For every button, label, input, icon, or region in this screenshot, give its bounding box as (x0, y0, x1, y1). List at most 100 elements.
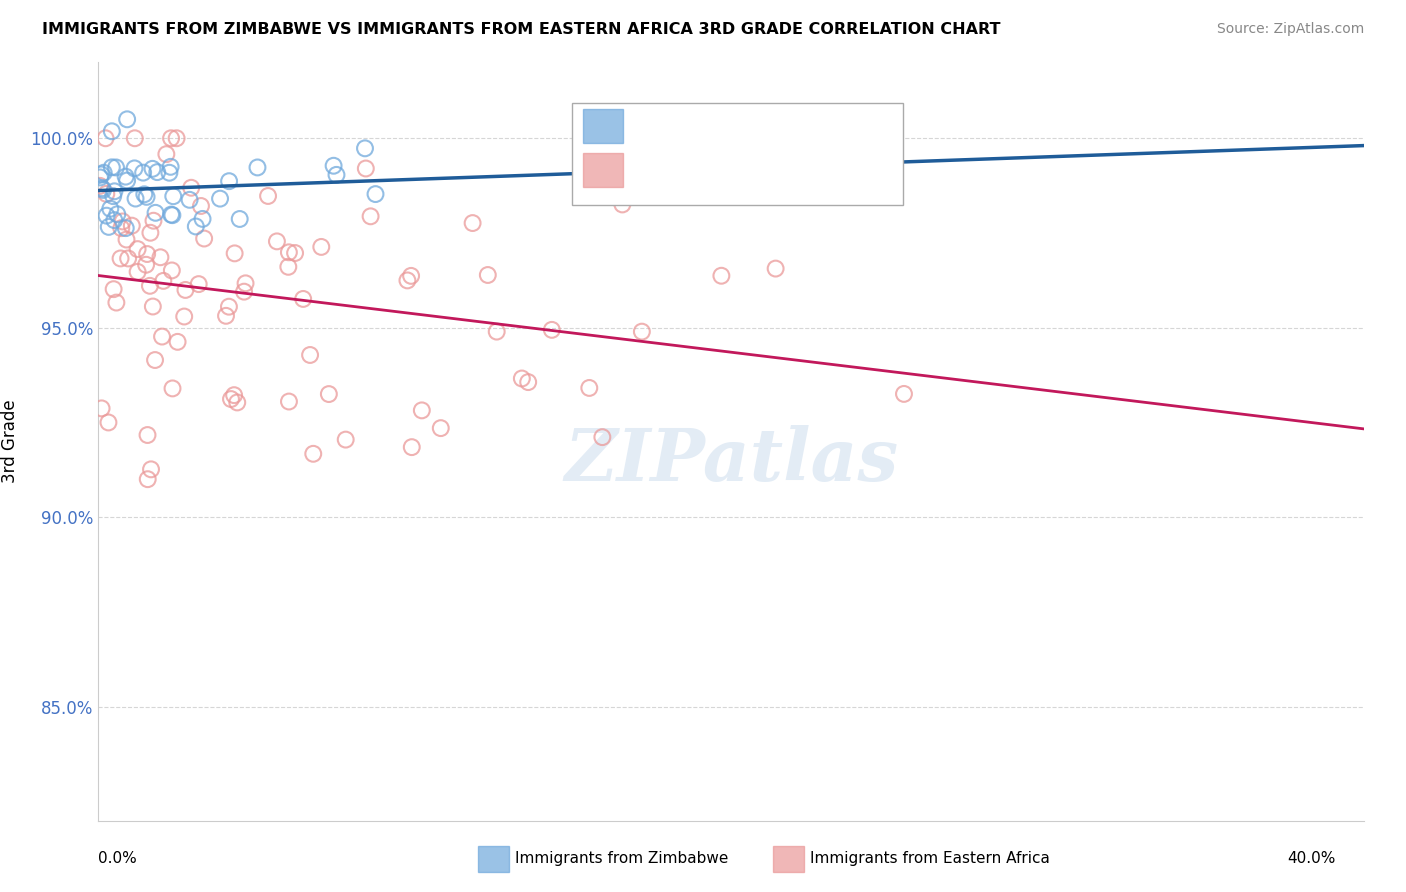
Point (612, 197, 634, 211)
Point (124, 131, 146, 145)
Point (354, 141, 377, 155)
Point (235, 277, 257, 291)
Point (97, 416, 120, 430)
Point (318, 387, 340, 401)
Point (91, 183, 114, 197)
Point (461, 216, 484, 230)
Point (162, 208, 184, 222)
Text: IMMIGRANTS FROM ZIMBABWE VS IMMIGRANTS FROM EASTERN AFRICA 3RD GRADE CORRELATION: IMMIGRANTS FROM ZIMBABWE VS IMMIGRANTS F… (42, 22, 1001, 37)
Point (124, 161, 146, 176)
Point (96, 209, 118, 223)
Point (89, 170, 111, 185)
Point (101, 124, 124, 138)
Point (139, 226, 162, 240)
Point (134, 187, 156, 202)
Point (160, 131, 183, 145)
Point (215, 309, 238, 323)
Point (180, 180, 202, 194)
Point (710, 268, 733, 283)
Point (166, 131, 188, 145)
Point (91, 181, 114, 195)
Point (162, 189, 184, 203)
Point (292, 292, 315, 306)
Text: Source: ZipAtlas.com: Source: ZipAtlas.com (1216, 22, 1364, 37)
Point (266, 235, 288, 249)
Text: Immigrants from Eastern Africa: Immigrants from Eastern Africa (810, 852, 1050, 866)
Point (121, 219, 143, 233)
Point (322, 159, 344, 173)
Point (219, 392, 242, 406)
Point (114, 169, 136, 184)
Point (159, 160, 181, 174)
Point (277, 260, 299, 274)
Point (226, 395, 249, 409)
Point (162, 381, 184, 395)
Point (218, 174, 240, 188)
Point (149, 250, 172, 264)
Point (224, 246, 246, 260)
Point (127, 265, 149, 279)
Point (160, 208, 183, 222)
Point (89, 178, 111, 193)
Point (103, 282, 125, 296)
Point (152, 274, 174, 288)
Point (179, 193, 201, 207)
Point (284, 246, 307, 260)
Point (136, 472, 159, 486)
Point (135, 258, 157, 272)
Point (136, 247, 159, 261)
Point (228, 211, 250, 226)
Point (105, 207, 128, 221)
Point (591, 430, 613, 444)
Point (101, 161, 124, 175)
Point (540, 323, 562, 337)
Point (115, 233, 138, 247)
Point (142, 213, 165, 227)
Point (173, 310, 195, 324)
Point (103, 189, 125, 203)
Text: ZIPatlas: ZIPatlas (564, 425, 898, 496)
Point (193, 231, 215, 245)
Point (485, 325, 508, 339)
Point (396, 273, 419, 287)
Text: Immigrants from Zimbabwe: Immigrants from Zimbabwe (515, 852, 728, 866)
Point (311, 240, 333, 254)
Text: 40.0%: 40.0% (1288, 851, 1336, 865)
Point (157, 166, 180, 180)
Point (105, 295, 128, 310)
Point (132, 166, 155, 180)
Point (96, 186, 118, 201)
Point (364, 187, 387, 202)
Point (98, 202, 121, 216)
Point (139, 462, 162, 476)
Point (110, 252, 132, 266)
Point (224, 388, 246, 402)
Point (184, 219, 207, 234)
Point (105, 161, 128, 175)
Point (191, 211, 214, 226)
Point (302, 447, 325, 461)
Point (146, 165, 169, 179)
Point (246, 161, 269, 175)
Point (160, 263, 183, 277)
Point (115, 173, 138, 187)
Point (110, 221, 132, 235)
Point (510, 371, 533, 385)
Point (150, 329, 173, 343)
Point (114, 221, 136, 235)
Point (277, 245, 299, 260)
Point (278, 394, 301, 409)
Point (141, 161, 163, 176)
Point (517, 375, 540, 389)
Point (97, 219, 120, 234)
Point (124, 192, 146, 206)
Text: R = 0.347   N = 43: R = 0.347 N = 43 (633, 117, 817, 135)
Point (103, 184, 125, 198)
Y-axis label: 3rd Grade: 3rd Grade (1, 400, 20, 483)
Point (127, 242, 149, 256)
Point (631, 325, 654, 339)
Point (893, 387, 915, 401)
Point (90, 168, 112, 182)
Point (111, 214, 134, 228)
Point (142, 300, 165, 314)
